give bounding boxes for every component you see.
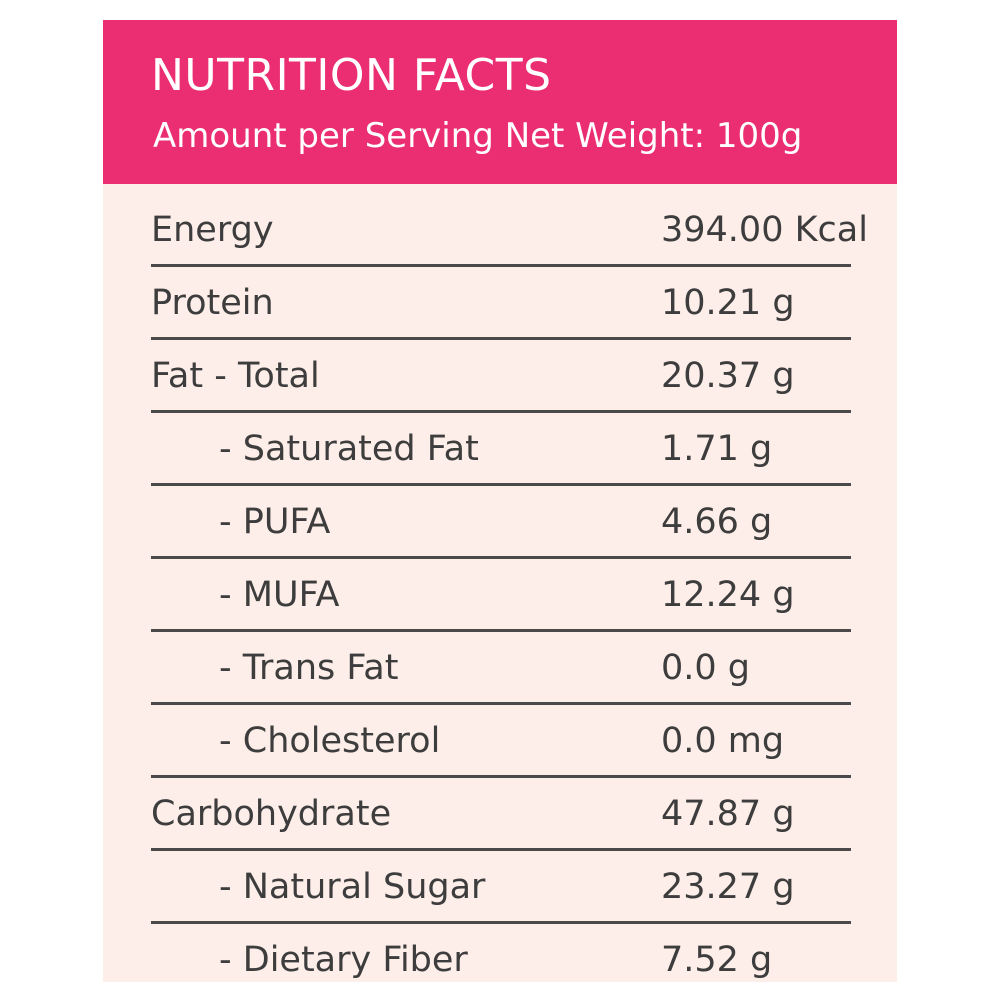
nutrient-row-saturated-fat: - Saturated Fat 1.71 g	[151, 413, 851, 486]
nutrient-value: 0.0 mg	[661, 721, 785, 761]
nutrient-value: 12.24 g	[661, 575, 795, 615]
nutrient-value: 1.71 g	[661, 429, 773, 469]
nutrient-row-protein: Protein 10.21 g	[151, 267, 851, 340]
nutrient-value: 20.37 g	[661, 356, 795, 396]
nutrient-value: 0.0 g	[661, 648, 751, 688]
nutrient-row-natural-sugar: - Natural Sugar 23.27 g	[151, 851, 851, 924]
nutrient-label: Fat - Total	[151, 356, 320, 396]
nutrient-label: - Saturated Fat	[219, 429, 479, 469]
nutrient-label: - Dietary Fiber	[219, 940, 468, 980]
nutrient-label: Protein	[151, 283, 274, 323]
nutrient-label: - PUFA	[219, 502, 331, 542]
nutrient-row-dietary-fiber: - Dietary Fiber 7.52 g	[151, 924, 851, 997]
nutrient-value: 394.00 Kcal	[661, 210, 868, 250]
nutrient-row-pufa: - PUFA 4.66 g	[151, 486, 851, 559]
nutrient-label: - MUFA	[219, 575, 340, 615]
nutrient-value: 10.21 g	[661, 283, 795, 323]
nutrient-row-energy: Energy 394.00 Kcal	[151, 194, 868, 267]
nutrient-value: 7.52 g	[661, 940, 773, 980]
serving-info: Amount per Serving Net Weight: 100g	[153, 116, 803, 156]
nutrient-row-cholesterol: - Cholesterol 0.0 mg	[151, 705, 851, 778]
nutrient-row-fat-total: Fat - Total 20.37 g	[151, 340, 851, 413]
nutrient-label: - Natural Sugar	[219, 867, 486, 907]
nutrient-value: 4.66 g	[661, 502, 773, 542]
nutrient-label: Carbohydrate	[151, 794, 392, 834]
nutrient-row-trans-fat: - Trans Fat 0.0 g	[151, 632, 851, 705]
nutrient-label: - Cholesterol	[219, 721, 441, 761]
nutrient-label: - Trans Fat	[219, 648, 399, 688]
page-title: NUTRITION FACTS	[151, 50, 552, 101]
nutrient-value: 23.27 g	[661, 867, 795, 907]
nutrition-header: NUTRITION FACTS Amount per Serving Net W…	[103, 20, 897, 184]
nutrient-label: Energy	[151, 210, 274, 250]
nutrient-row-mufa: - MUFA 12.24 g	[151, 559, 851, 632]
nutrition-facts-panel: NUTRITION FACTS Amount per Serving Net W…	[103, 20, 897, 982]
nutrient-row-carbohydrate: Carbohydrate 47.87 g	[151, 778, 851, 851]
nutrient-value: 47.87 g	[661, 794, 795, 834]
